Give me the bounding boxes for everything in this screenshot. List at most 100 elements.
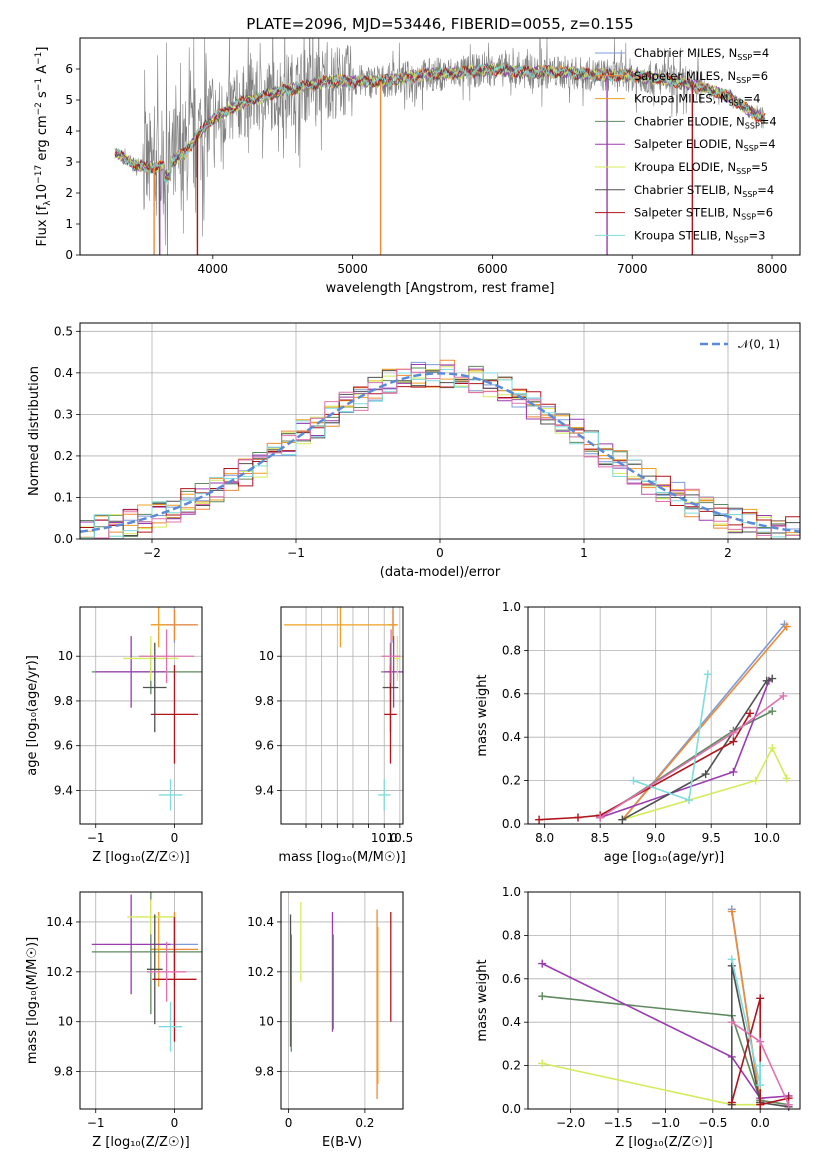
y-tick-label: 9.6 (255, 739, 274, 753)
x-tick-label: 6000 (477, 262, 508, 276)
legend-text: Chabrier ELODIE, N (634, 114, 745, 128)
x-tick-label: −2 (143, 546, 161, 560)
x-tick-label: 8.5 (591, 831, 610, 845)
x-axis-label: Z [log₁₀(Z/Z☉)] (615, 1135, 712, 1150)
y-tick-label: 0.6 (502, 972, 521, 986)
legend-text: =5 (751, 160, 768, 174)
legend-text: =6 (756, 206, 773, 220)
y-tick-label: 10.4 (46, 915, 73, 929)
legend-text: Kroupa ELODIE, N (634, 160, 736, 174)
legend-text: =4 (757, 183, 774, 197)
legend-subscript: SSP (729, 99, 744, 108)
x-axis-label: Z [log₁₀(Z/Z☉)] (92, 1135, 189, 1150)
axes-frame (280, 606, 404, 825)
legend-text: Chabrier MILES, N (634, 46, 737, 60)
x-tick-label: −1 (87, 1116, 105, 1130)
axes-frame (527, 891, 801, 1110)
figure-title: PLATE=2096, MJD=53446, FIBERID=0055, z=0… (246, 15, 633, 33)
axes-frame (79, 37, 801, 256)
x-tick-label: 10.0 (753, 831, 780, 845)
age-vs-mass-panel: 10.010.5 9.4 9.6 9.8 10 mass [log₁₀(M/M☉)] (255, 606, 413, 865)
y-tick-label: 0.1 (54, 490, 73, 504)
error-bars (289, 901, 392, 1100)
legend-text: Salpeter MILES, N (634, 69, 736, 83)
weight-marker (729, 728, 738, 737)
weight-marker (756, 1061, 765, 1070)
grid-lines (281, 892, 403, 1109)
mass-weight-vs-age-panel: 8.0 8.5 9.0 9.5 10.0 0.0 0.2 0.4 0.6 0.8 1.0 age [l… (475, 600, 801, 865)
x-tick-label: −1.0 (651, 1116, 680, 1130)
x-axis-label: Z [log₁₀(Z/Z☉)] (92, 850, 189, 865)
weight-marker (782, 774, 791, 783)
y-tick-label: 1 (65, 217, 73, 231)
y-tick-label: 0.4 (502, 730, 521, 744)
y-axis-label: age [log₁₀(age/yr)] (25, 655, 40, 776)
weight-marker (618, 815, 627, 824)
y-axis-label-part: erg cm (35, 115, 50, 164)
y-tick-label: 5 (65, 93, 73, 107)
x-tick-label: 10.5 (387, 831, 414, 845)
legend-text: Chabrier STELIB, N (634, 183, 742, 197)
x-tick-label: 0 (171, 831, 179, 845)
y-tick-label: 6 (65, 62, 73, 76)
legend-subscript: SSP (734, 235, 749, 244)
legend-text: =3 (749, 228, 766, 242)
weight-marker (768, 707, 777, 716)
weight-lines (535, 620, 791, 824)
weight-series-3 (599, 680, 770, 819)
x-tick-label: 0 (285, 1116, 293, 1130)
axis-ticks: 4000 5000 6000 7000 8000 0 1 2 3 4 5 6 (65, 62, 787, 276)
y-axis-label-part: λ (43, 200, 53, 206)
y-tick-label: 2 (65, 186, 73, 200)
weight-series-6 (731, 998, 789, 1106)
legend-text: =4 (759, 137, 776, 151)
y-axis-label: mass [log₁₀(M/M☉)] (25, 937, 40, 1064)
legend-text: =4 (760, 114, 777, 128)
spectrum-lines (114, 38, 766, 255)
grid-lines (80, 892, 202, 1109)
axis-ticks: 8.0 8.5 9.0 9.5 10.0 0.0 0.2 0.4 0.6 0.8 1.0 (502, 600, 780, 845)
legend-subscript: SSP (745, 121, 760, 130)
weight-marker (762, 676, 771, 685)
weight-marker (684, 796, 693, 805)
weight-marker (768, 674, 777, 683)
error-bars (91, 892, 202, 1052)
y-axis-label: mass weight (475, 959, 490, 1041)
axis-ticks: 10.010.5 9.4 9.6 9.8 10 (255, 649, 413, 845)
weight-series-1 (731, 911, 761, 1103)
x-tick-label: 0 (436, 546, 444, 560)
weight-marker (768, 744, 777, 753)
weight-series-6 (539, 712, 751, 821)
legend-text: =6 (751, 69, 768, 83)
x-tick-label: 0.2 (355, 1116, 374, 1130)
y-tick-label: 0.6 (502, 687, 521, 701)
weight-marker (727, 1018, 736, 1027)
error-bars (284, 607, 403, 811)
y-tick-label: 10.2 (247, 965, 274, 979)
weight-marker (756, 1081, 765, 1090)
spectrum-panel: 4000 5000 6000 7000 8000 0 1 2 3 4 5 6 wavelength [A… (34, 37, 801, 296)
y-axis-label-part: −2 (34, 102, 44, 115)
legend-entry-4: Salpeter ELODIE, NSSP=4 (634, 137, 776, 153)
x-tick-label: 0 (171, 1116, 179, 1130)
y-tick-label: 10 (58, 1015, 73, 1029)
weight-marker (729, 737, 738, 746)
weight-marker (535, 815, 544, 824)
y-tick-label: 3 (65, 155, 73, 169)
y-tick-label: 10 (259, 649, 274, 663)
x-axis-label: wavelength [Angstrom, rest frame] (326, 281, 555, 296)
legend-text: Kroupa STELIB, N (634, 228, 734, 242)
y-tick-label: 1.0 (502, 600, 521, 614)
histogram-steps (80, 359, 800, 539)
axes-frame (280, 891, 404, 1110)
y-tick-label: 0.0 (502, 1102, 521, 1116)
age-vs-metallicity-panel: −1 0 9.4 9.6 9.8 10 Z [log₁₀(Z/Z☉)] age [log₁₀(… (25, 606, 203, 865)
grid-lines (80, 607, 202, 824)
y-tick-label: 9.4 (54, 783, 73, 797)
legend-text: Salpeter STELIB, N (634, 206, 741, 220)
error-bars (91, 607, 202, 811)
y-tick-label: 10.4 (247, 915, 274, 929)
weight-marker (727, 955, 736, 964)
weight-marker (729, 767, 738, 776)
